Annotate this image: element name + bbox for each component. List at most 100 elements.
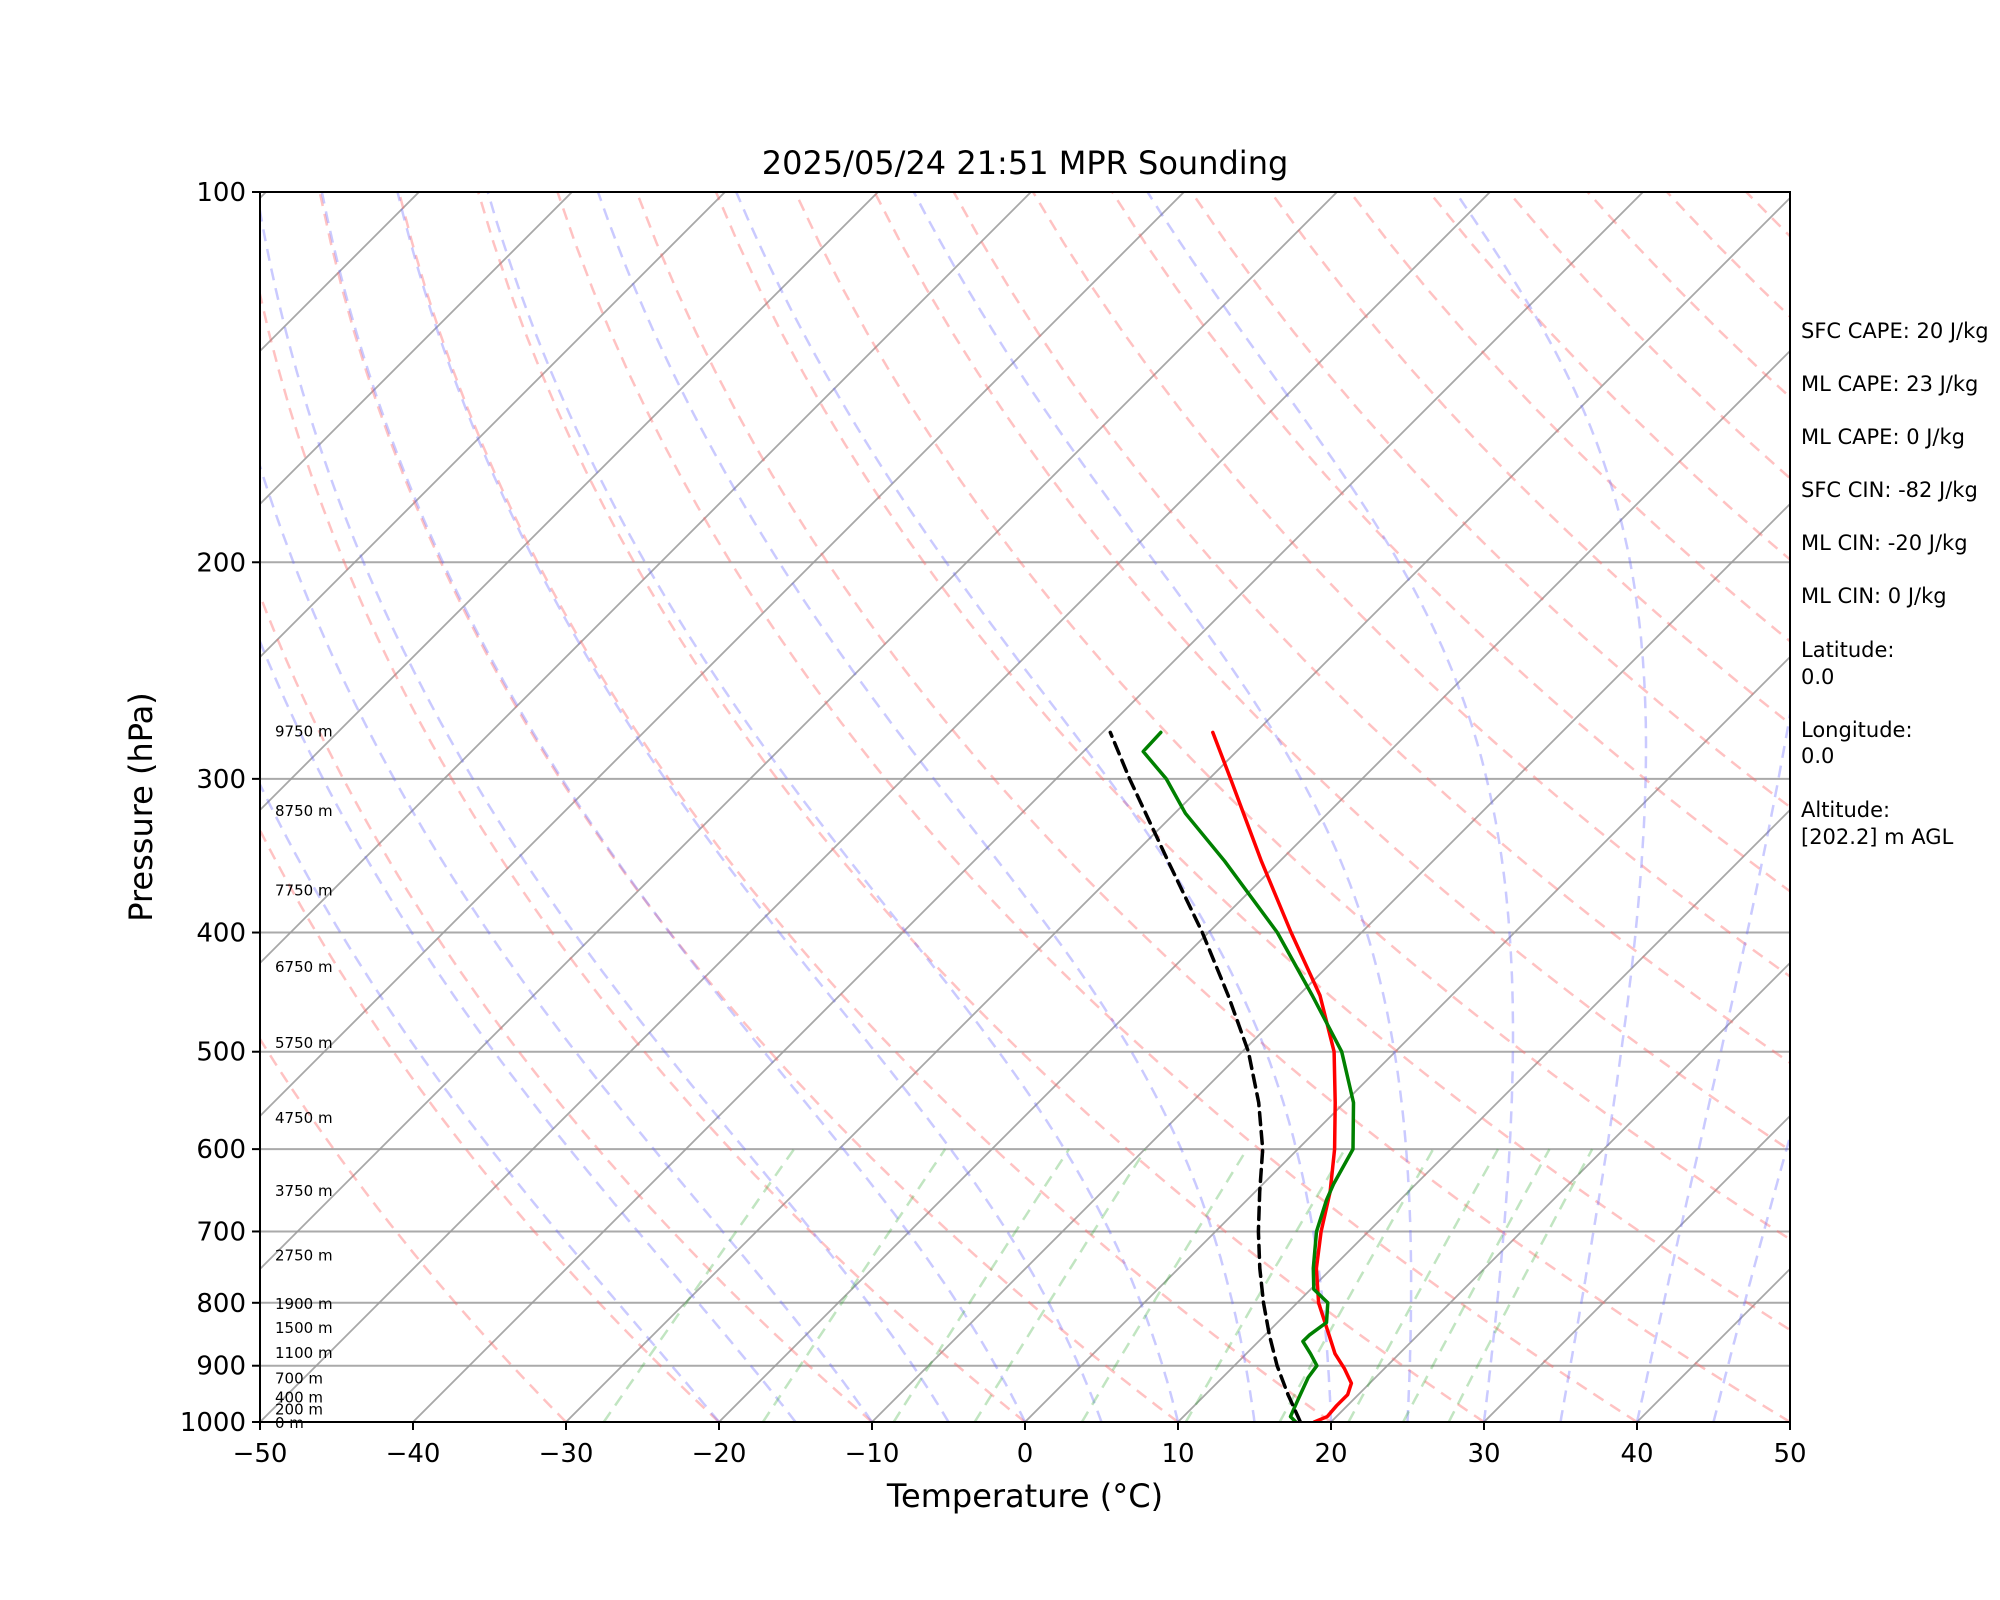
dewpoint-profile-line (1141, 730, 1356, 1422)
y-tick-label: 600 (196, 1135, 246, 1165)
mixing-ratio-line (1402, 1148, 1551, 1422)
moist-adiabat-line (596, 192, 1256, 1422)
y-tick-label: 800 (196, 1289, 246, 1319)
x-tick-label: 20 (1314, 1439, 1347, 1469)
isotherm-line (412, 192, 1644, 1422)
isotherm-line (1024, 655, 1790, 1422)
isotherm-line (260, 192, 726, 659)
parcel-path-line (1108, 730, 1303, 1422)
stat-line: Longitude: (1801, 718, 1913, 742)
stat-line: Altitude: (1801, 798, 1890, 822)
height-label: 9750 m (275, 722, 333, 740)
x-tick-label: 30 (1467, 1439, 1500, 1469)
y-tick-label: 700 (196, 1217, 246, 1247)
moist-adiabat-line (735, 192, 1333, 1422)
x-tick-label: 40 (1620, 1439, 1653, 1469)
height-label: 1900 m (275, 1295, 333, 1313)
isotherm-line (260, 192, 1032, 965)
mixing-ratio-line (973, 1148, 1147, 1422)
mixing-ratio-line (1447, 1148, 1594, 1422)
moist-adiabat-line (912, 192, 1413, 1422)
moist-adiabat-line (1146, 192, 1515, 1422)
dry-adiabat-line (477, 192, 1485, 1422)
dry-adiabat-line (318, 192, 1179, 1422)
x-tick-label: −50 (233, 1439, 288, 1469)
y-tick-label: 1000 (180, 1408, 246, 1438)
x-tick-label: −20 (692, 1439, 747, 1469)
y-tick-label: 400 (196, 919, 246, 949)
stat-line: ML CAPE: 0 J/kg (1801, 425, 1965, 449)
isotherm-line (1483, 1114, 1790, 1422)
moist-adiabat-line (1454, 192, 1648, 1422)
dry-adiabat-line (1269, 192, 1790, 726)
moist-adiabat-line (396, 192, 1103, 1422)
mixing-ratio-line (1184, 1148, 1346, 1422)
grid-layer (260, 192, 1790, 1422)
y-axis: 1000 900 800 700 600 500 400 300 200 100 (180, 178, 260, 1438)
x-axis-title: Temperature (°C) (886, 1477, 1163, 1515)
dry-adiabat-line (635, 192, 1790, 1422)
x-tick-label: 50 (1773, 1439, 1806, 1469)
stat-line: SFC CIN: -82 J/kg (1801, 478, 1978, 502)
x-tick-label: −10 (845, 1439, 900, 1469)
dry-adiabat-line (794, 192, 1790, 1241)
isotherm-line (871, 502, 1790, 1422)
stat-line: ML CAPE: 23 J/kg (1801, 372, 1978, 396)
x-tick-label: −30 (539, 1439, 594, 1469)
dry-adiabat-line (260, 591, 873, 1422)
dry-adiabat-line (952, 192, 1790, 1065)
y-tick-label: 100 (196, 178, 246, 208)
moist-adiabat-line (260, 203, 950, 1422)
dry-adiabat-line (260, 827, 720, 1422)
height-label: 3750 m (275, 1182, 333, 1200)
isotherm-line (1177, 808, 1790, 1422)
dry-adiabat-line (873, 192, 1790, 1152)
profile-lines (1108, 730, 1356, 1422)
stat-line: ML CIN: -20 J/kg (1801, 531, 1968, 555)
stat-line: SFC CAPE: 20 J/kg (1801, 319, 1989, 343)
isotherm-line (260, 192, 879, 812)
stat-line: [202.2] m AGL (1801, 825, 1954, 849)
mixing-ratio-line (892, 1148, 1071, 1422)
stat-line: 0.0 (1801, 665, 1834, 689)
dry-adiabat-line (397, 192, 1332, 1422)
isotherm-line (260, 192, 573, 506)
moist-adiabat-line (260, 638, 797, 1422)
y-tick-label: 500 (196, 1038, 246, 1068)
height-label: 4750 m (275, 1109, 333, 1127)
mixing-ratio-line (1080, 1148, 1249, 1422)
x-axis: −50 −40 −30 −20 −10 0 10 20 30 40 50 (233, 1422, 1807, 1469)
y-tick-label: 200 (196, 548, 246, 578)
height-label: 1500 m (275, 1319, 333, 1337)
dry-adiabat-line (260, 289, 1026, 1422)
x-tick-label: −40 (386, 1439, 441, 1469)
x-tick-label: 10 (1161, 1439, 1194, 1469)
stat-line: 0.0 (1801, 744, 1834, 768)
height-label: 7750 m (275, 881, 333, 899)
height-label: 2750 m (275, 1247, 333, 1265)
mixing-ratio-line (602, 1148, 796, 1422)
moist-adiabat-line (260, 462, 874, 1422)
height-label: 1100 m (275, 1344, 333, 1362)
y-axis-title: Pressure (hPa) (122, 692, 160, 922)
isotherm-line (260, 192, 1491, 1422)
height-label: 6750 m (275, 958, 333, 976)
stat-line: Latitude: (1801, 638, 1895, 662)
mixing-ratio-line (1278, 1148, 1435, 1422)
height-label: 400 m (275, 1388, 323, 1406)
moist-adiabat-line (1635, 707, 1790, 1422)
height-label: 700 m (275, 1369, 323, 1387)
stat-line: ML CIN: 0 J/kg (1801, 584, 1947, 608)
isotherm-line (718, 349, 1790, 1422)
mixing-ratio-line (1347, 1148, 1500, 1422)
isotherm-line (1330, 961, 1790, 1422)
height-label: 5750 m (275, 1034, 333, 1052)
isotherm-line (260, 192, 1338, 1271)
temperature-profile-line (1211, 730, 1354, 1422)
y-tick-label: 300 (196, 765, 246, 795)
mixing-ratio-line (761, 1148, 947, 1422)
isotherm-line (260, 192, 1185, 1118)
